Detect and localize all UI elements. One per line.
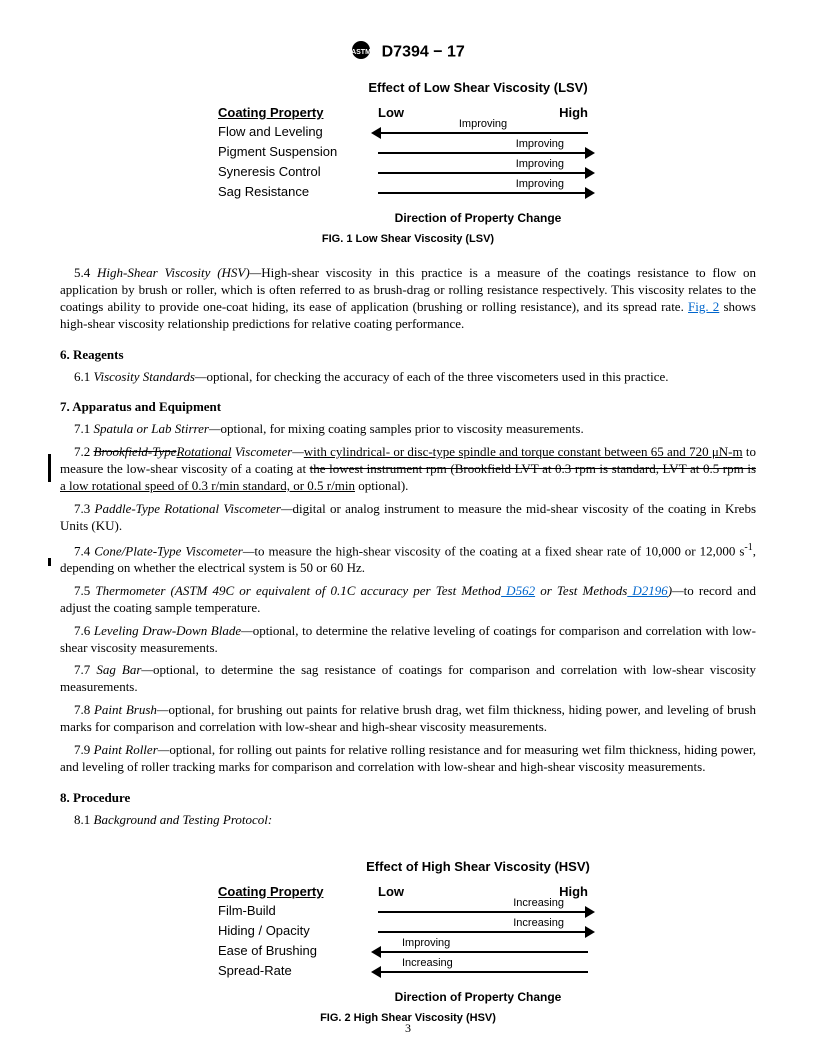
section-8-1: 8.1 Background and Testing Protocol: (60, 812, 756, 829)
section-5-4: 5.4 High-Shear Viscosity (HSV)—High-shea… (60, 265, 756, 333)
section-7-6: 7.6 Leveling Draw-Down Blade—optional, t… (60, 623, 756, 657)
fig1-arrow2-text: Improving (512, 158, 568, 170)
fig2-arrow3-text: Increasing (398, 957, 457, 969)
s7-2-under3: a low rotational speed of 0.3 r/min stan… (60, 478, 355, 493)
fig2-arrow-3: Increasing (368, 961, 598, 979)
page-number: 3 (405, 1021, 411, 1036)
s7-2-under1: Rotational (177, 444, 232, 459)
section-6-1: 6.1 Viscosity Standards—optional, for ch… (60, 369, 756, 386)
section-7-4: 7.4 Cone/Plate-Type Viscometer—to measur… (60, 541, 756, 577)
document-header: ASTM D7394 − 17 (60, 40, 756, 65)
change-bar-2 (48, 558, 51, 566)
s7-4-prefix: 7.4 (74, 543, 94, 558)
change-bar-1 (48, 454, 51, 482)
section-7-9: 7.9 Paint Roller—optional, for rolling o… (60, 742, 756, 776)
figure-1: Effect of Low Shear Viscosity (LSV) Coat… (218, 80, 598, 245)
s6-1-text: optional, for checking the accuracy of e… (207, 369, 669, 384)
fig1-caption: FIG. 1 Low Shear Viscosity (LSV) (218, 233, 598, 245)
fig2-low: Low (378, 884, 404, 899)
section-7-5: 7.5 Thermometer (ASTM 49C or equivalent … (60, 583, 756, 617)
fig2-row0-label: Film-Build (218, 902, 368, 920)
fig1-arrow1-text: Improving (512, 138, 568, 150)
section-7-7: 7.7 Sag Bar—optional, to determine the s… (60, 662, 756, 696)
astm-logo-icon: ASTM (351, 40, 371, 65)
s7-1-prefix: 7.1 (74, 421, 94, 436)
d2196-link[interactable]: D2196 (627, 583, 668, 598)
fig2-link[interactable]: Fig. 2 (688, 299, 719, 314)
s8-1-prefix: 8.1 (74, 812, 94, 827)
section-7-2: 7.2 Brookfield-TypeRotational Viscometer… (60, 444, 756, 495)
s7-3-title: Paddle-Type Rotational Viscometer— (95, 501, 293, 516)
s7-2-under2: with cylindrical- or disc-type spindle a… (304, 444, 743, 459)
fig1-arrow3-text: Improving (512, 178, 568, 190)
fig2-title: Effect of High Shear Viscosity (HSV) (358, 859, 598, 874)
section-7-1: 7.1 Spatula or Lab Stirrer—optional, for… (60, 421, 756, 438)
s7-8-title: Paint Brush— (94, 702, 169, 717)
s7-8-prefix: 7.8 (74, 702, 94, 717)
s7-4-title: Cone/Plate-Type Viscometer— (94, 543, 254, 558)
section-7-heading: 7. Apparatus and Equipment (60, 399, 756, 415)
s7-5-title1: Thermometer (ASTM 49C or equivalent of 0… (95, 583, 501, 598)
fig2-row3-label: Spread-Rate (218, 962, 368, 980)
s6-1-title: Viscosity Standards— (94, 369, 207, 384)
fig2-arrow1-text: Increasing (509, 917, 568, 929)
fig1-row3-label: Sag Resistance (218, 183, 368, 201)
fig1-arrow-3: Improving (368, 182, 598, 200)
section-7-8: 7.8 Paint Brush—optional, for brushing o… (60, 702, 756, 736)
s6-1-prefix: 6.1 (74, 369, 94, 384)
section-8-heading: 8. Procedure (60, 790, 756, 806)
s7-1-text: optional, for mixing coating samples pri… (221, 421, 584, 436)
s7-4-sup: -1 (744, 542, 752, 553)
s7-9-title: Paint Roller— (94, 742, 170, 757)
svg-text:ASTM: ASTM (351, 49, 371, 56)
s7-7-prefix: 7.7 (74, 662, 96, 677)
s7-2-text2: optional). (355, 478, 408, 493)
s7-6-title: Leveling Draw-Down Blade— (94, 623, 253, 638)
fig1-low: Low (378, 105, 404, 120)
fig2-arrow0-text: Increasing (509, 897, 568, 909)
fig1-row0-label: Flow and Leveling (218, 123, 368, 141)
s7-5-title2: or Test Methods (535, 583, 627, 598)
section-7-3: 7.3 Paddle-Type Rotational Viscometer—di… (60, 501, 756, 535)
fig1-col-header: Coating Property (218, 105, 368, 120)
section-6-heading: 6. Reagents (60, 347, 756, 363)
s5-4-prefix: 5.4 (74, 265, 97, 280)
s5-4-title: High-Shear Viscosity (HSV)— (97, 265, 261, 280)
fig2-col-header: Coating Property (218, 884, 368, 899)
fig1-title: Effect of Low Shear Viscosity (LSV) (358, 80, 598, 95)
fig1-high: High (559, 105, 588, 120)
s7-2-strike1: Brookfield-Type (94, 444, 177, 459)
fig2-arrow2-text: Improving (398, 937, 454, 949)
fig2-row2-label: Ease of Brushing (218, 942, 368, 960)
s8-1-title: Background and Testing Protocol: (94, 812, 273, 827)
d562-link[interactable]: D562 (501, 583, 535, 598)
s7-2-strike2: the lowest instrument rpm (Brookfield LV… (310, 461, 756, 476)
s7-1-title: Spatula or Lab Stirrer— (94, 421, 221, 436)
s7-2-prefix: 7.2 (74, 444, 94, 459)
s7-3-prefix: 7.3 (74, 501, 95, 516)
s7-7-title: Sag Bar— (96, 662, 153, 677)
s7-5-prefix: 7.5 (74, 583, 95, 598)
s7-5-title3: )— (668, 583, 684, 598)
s7-7-text: optional, to determine the sag resistanc… (60, 662, 756, 694)
fig2-direction: Direction of Property Change (358, 990, 598, 1004)
designation-text: D7394 − 17 (382, 44, 465, 61)
s7-4-text1: to measure the high-shear viscosity of t… (254, 543, 744, 558)
fig1-direction: Direction of Property Change (358, 211, 598, 225)
s7-9-prefix: 7.9 (74, 742, 94, 757)
fig1-row2-label: Syneresis Control (218, 163, 368, 181)
s7-6-prefix: 7.6 (74, 623, 94, 638)
fig1-arrow0-text: Improving (455, 118, 511, 130)
fig1-row1-label: Pigment Suspension (218, 143, 368, 161)
fig2-row1-label: Hiding / Opacity (218, 922, 368, 940)
figure-2: Effect of High Shear Viscosity (HSV) Coa… (218, 859, 598, 1024)
s7-2-title2: Viscometer— (231, 444, 303, 459)
